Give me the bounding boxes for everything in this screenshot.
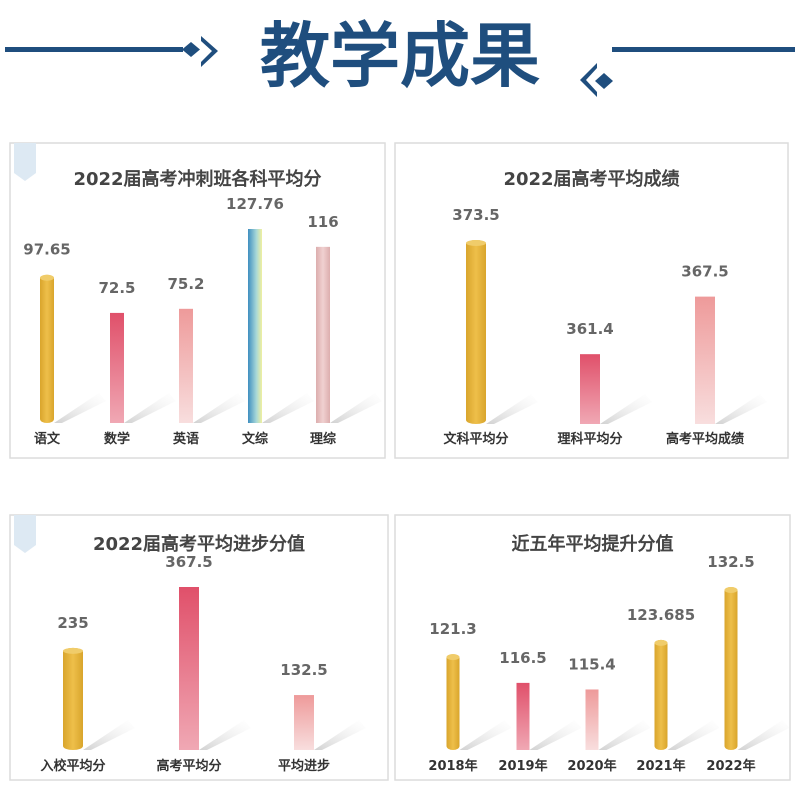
bar-shadow	[600, 394, 652, 424]
bar-2021年	[654, 639, 668, 750]
data-label: 235	[57, 614, 88, 632]
bar-cap	[654, 639, 668, 646]
bar-cap	[466, 240, 486, 246]
category-label: 高考平均成绩	[666, 431, 744, 447]
bar-文综	[248, 229, 262, 423]
bar-高考平均分	[179, 587, 199, 750]
chart-title: 2022届高考冲刺班各科平均分	[73, 168, 321, 190]
chevron-right-icon	[201, 36, 218, 67]
category-label: 2022年	[706, 758, 755, 774]
data-label: 373.5	[452, 206, 499, 224]
bar-cap	[446, 654, 460, 661]
bar-理综	[316, 246, 330, 423]
bar-2018年	[446, 654, 460, 750]
chart-title: 近五年平均提升分值	[512, 533, 674, 555]
diamond-icon-right	[595, 73, 613, 89]
category-label: 平均进步	[278, 758, 330, 774]
category-label: 文综	[242, 431, 268, 447]
bar-shadow	[667, 720, 720, 750]
data-label: 116.5	[499, 649, 546, 667]
bar-cap	[40, 274, 54, 281]
data-label: 361.4	[566, 320, 613, 338]
bar-shadow	[529, 720, 582, 750]
bar-高考平均成绩	[695, 296, 715, 424]
bar-shadow	[486, 394, 538, 424]
data-label: 123.685	[627, 606, 695, 624]
bar-shadow	[83, 720, 135, 750]
category-label: 2019年	[498, 758, 547, 774]
category-label: 英语	[172, 431, 199, 447]
header-line-left	[5, 47, 183, 52]
category-label: 2020年	[567, 758, 616, 774]
category-label: 语文	[34, 431, 61, 447]
bar-shadow	[598, 720, 651, 750]
bar-cap	[63, 647, 83, 654]
chart-panel-1: 2022届高考冲刺班各科平均分 97.65 语文 72.5 数学 75.2 英语 127.76…	[9, 142, 386, 459]
bookmark-icon	[14, 143, 36, 181]
bar-数学	[110, 312, 124, 423]
bar-语文	[40, 274, 54, 423]
category-label: 2018年	[428, 758, 477, 774]
bar-shadow	[459, 720, 512, 750]
data-label: 121.3	[429, 620, 476, 638]
category-label: 2021年	[636, 758, 685, 774]
page-header: 教学成果	[5, 15, 795, 97]
category-label: 理科平均分	[557, 431, 622, 447]
data-label: 367.5	[681, 263, 728, 281]
data-label: 132.5	[707, 553, 754, 571]
data-label: 72.5	[98, 279, 135, 297]
bar-cap	[724, 587, 738, 593]
data-label: 116	[307, 213, 338, 231]
category-label: 文科平均分	[443, 431, 508, 447]
bar-2019年	[516, 682, 530, 750]
bar-入校平均分	[63, 647, 83, 750]
bookmark-icon	[14, 515, 36, 553]
bar-英语	[179, 308, 193, 423]
bar-shadow	[314, 720, 366, 750]
chevron-left-icon	[580, 63, 597, 97]
bar-shadow	[124, 393, 176, 423]
bar-2022年	[724, 587, 738, 750]
data-label: 75.2	[167, 275, 204, 293]
category-label: 入校平均分	[40, 758, 105, 774]
bar-shadow	[199, 720, 251, 750]
bar-2020年	[585, 689, 599, 750]
chart-panel-3: 2022届高考平均进步分值 235 入校平均分 367.5 高考平均分 132.5 平均进步	[9, 514, 389, 781]
bar-shadow	[193, 393, 245, 423]
bar-shadow	[330, 393, 382, 423]
bar-shadow	[54, 393, 106, 423]
category-label: 理综	[310, 431, 336, 447]
page-title: 教学成果	[260, 15, 540, 97]
category-label: 数学	[104, 431, 130, 447]
chart-panel-4: 近五年平均提升分值 121.3 2018年 116.5 2019年 115.4 2020年 1…	[394, 514, 791, 781]
bar-文科平均分	[466, 240, 486, 424]
chart-title: 2022届高考平均成绩	[503, 168, 679, 190]
data-label: 132.5	[280, 661, 327, 679]
diamond-icon-left	[182, 42, 200, 57]
category-label: 高考平均分	[156, 758, 221, 774]
chart-title: 2022届高考平均进步分值	[93, 533, 305, 555]
bar-平均进步	[294, 695, 314, 750]
bar-shadow	[737, 720, 790, 750]
bar-shadow	[715, 394, 767, 424]
bar-理科平均分	[580, 354, 600, 424]
header-line-right	[612, 47, 795, 52]
bar-shadow	[262, 393, 314, 423]
data-label: 367.5	[165, 553, 212, 571]
data-label: 127.76	[226, 195, 284, 213]
data-label: 115.4	[568, 655, 615, 673]
data-label: 97.65	[23, 241, 70, 259]
